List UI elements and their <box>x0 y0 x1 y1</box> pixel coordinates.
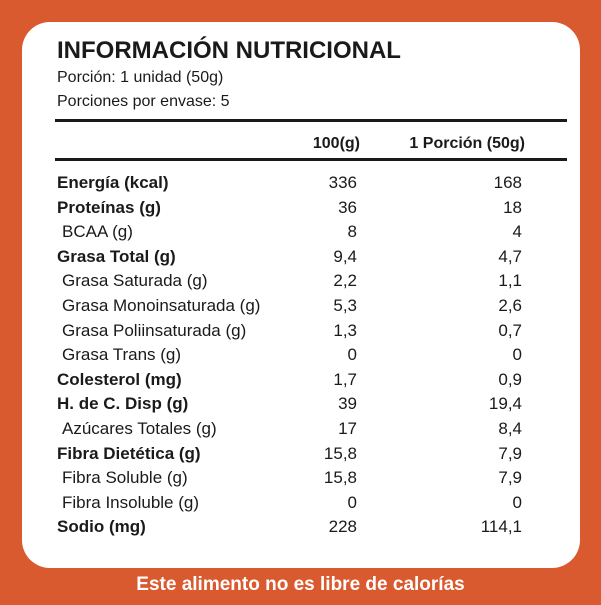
value: 4,7 <box>498 246 522 266</box>
nutrient: Grasa Trans (g) <box>62 345 182 365</box>
value: 15,8 <box>323 468 357 488</box>
value: 0 <box>512 492 522 512</box>
label-panel <box>22 22 580 568</box>
value: 0 <box>512 345 522 365</box>
value: 2,6 <box>498 295 522 315</box>
value: 0,9 <box>498 369 522 389</box>
footer-text: Este alimento no es libre de calorías <box>136 574 465 595</box>
row: Sodio (mg) 228 114,1 <box>57 515 527 540</box>
value: 0 <box>347 345 357 365</box>
rule <box>55 119 567 122</box>
value: 4 <box>512 222 522 242</box>
nutrient: Grasa Saturada (g) <box>62 271 208 291</box>
value: 2,2 <box>333 271 357 291</box>
value: 15,8 <box>323 443 357 463</box>
row: Fibra Insoluble (g) 0 0 <box>57 491 527 516</box>
nutrient: Sodio (mg) <box>57 517 146 537</box>
nutrient: Fibra Insoluble (g) <box>62 492 200 512</box>
value: 0,7 <box>498 320 522 340</box>
row: Grasa Trans (g) 0 0 <box>57 343 527 368</box>
value: 36 <box>338 197 357 217</box>
row: H. de C. Disp (g) 39 19,4 <box>57 392 527 417</box>
title: INFORMACIÓN NUTRICIONAL <box>57 37 401 64</box>
value: 168 <box>493 173 522 192</box>
value: 1,1 <box>498 271 522 291</box>
value: 8 <box>347 222 357 242</box>
value: 1,7 <box>333 369 357 389</box>
row: Proteínas (g) 36 18 <box>57 196 527 221</box>
row: Grasa Saturada (g) 2,2 1,1 <box>57 269 527 294</box>
rule <box>55 158 567 161</box>
value: 114,1 <box>480 517 522 537</box>
row: Grasa Total (g) 9,4 4,7 <box>57 245 527 270</box>
value: 5,3 <box>333 295 357 315</box>
nutrient: Proteínas (g) <box>57 197 161 217</box>
value: 336 <box>328 173 357 192</box>
value: 7,9 <box>498 443 522 463</box>
nutrient: Grasa Total (g) <box>57 246 176 266</box>
row: BCAA (g) 8 4 <box>57 220 527 245</box>
row: Azúcares Totales (g) 17 8,4 <box>57 417 527 442</box>
value: 19,4 <box>488 394 522 414</box>
nutrient-table: Energía (kcal) 336 168 Proteínas (g) 36 18 B… <box>57 171 527 540</box>
row: Fibra Soluble (g) 15,8 7,9 <box>57 466 527 491</box>
row: Fibra Dietética (g) 15,8 7,9 <box>57 442 527 467</box>
column-header: 1 Porción (50g) <box>409 135 525 152</box>
nutrient: Colesterol (mg) <box>57 369 182 389</box>
servings-per-package: Porciones por envase: 5 <box>57 93 230 110</box>
row: Colesterol (mg) 1,7 0,9 <box>57 368 527 393</box>
value: 39 <box>338 394 357 414</box>
nutrient: Grasa Monoinsaturada (g) <box>62 295 261 315</box>
value: 17 <box>338 418 357 438</box>
value: 9,4 <box>333 246 357 266</box>
row: Energía (kcal) 336 168 <box>57 171 527 196</box>
nutrient: BCAA (g) <box>62 222 133 242</box>
value: 228 <box>328 517 357 537</box>
value: 0 <box>347 492 357 512</box>
row: Grasa Poliinsaturada (g) 1,3 0,7 <box>57 319 527 344</box>
value: 1,3 <box>333 320 357 340</box>
nutrient: Grasa Poliinsaturada (g) <box>62 320 247 340</box>
value: 8,4 <box>498 418 522 438</box>
nutrient: H. de C. Disp (g) <box>57 394 189 414</box>
column-header: 100(g) <box>312 135 360 152</box>
nutrient: Fibra Dietética (g) <box>57 443 201 463</box>
row: Grasa Monoinsaturada (g) 5,3 2,6 <box>57 294 527 319</box>
value: 18 <box>503 197 522 217</box>
value: 7,9 <box>498 468 522 488</box>
serving: Porción: 1 unidad (50g) <box>57 69 224 86</box>
nutrient: Energía (kcal) <box>57 173 169 192</box>
nutrient: Fibra Soluble (g) <box>62 468 188 488</box>
nutrient: Azúcares Totales (g) <box>62 418 217 438</box>
